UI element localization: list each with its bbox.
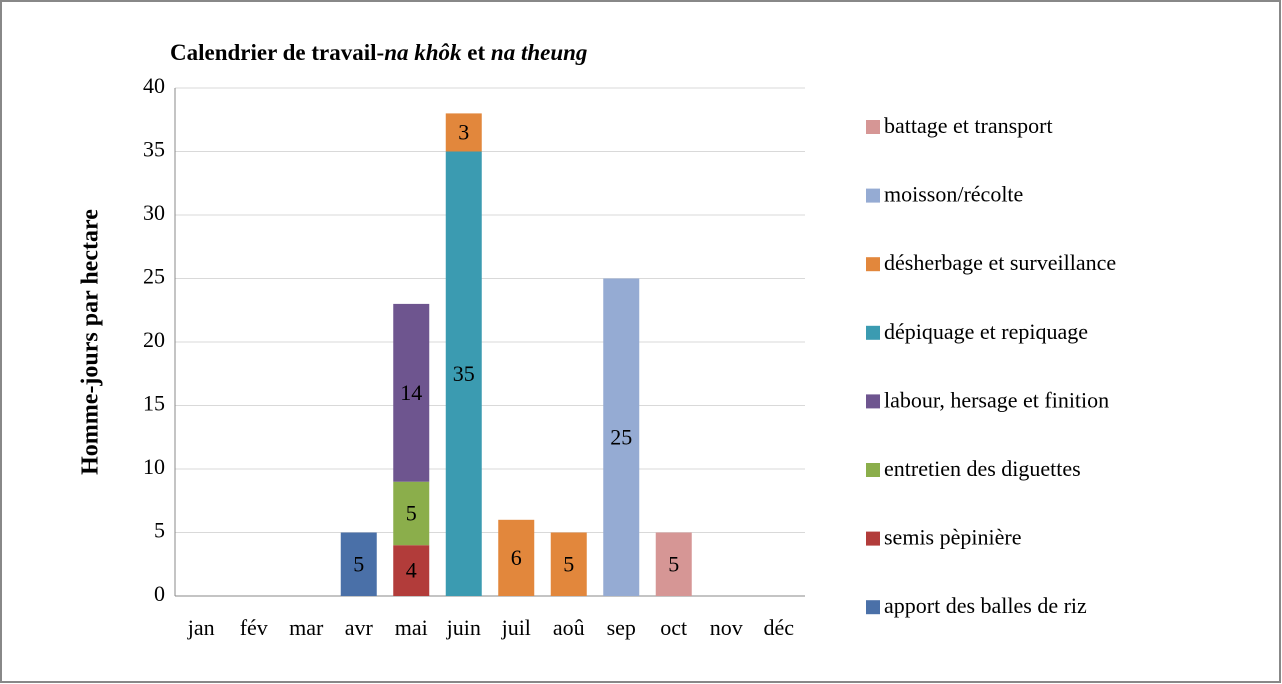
y-tick-label: 20 xyxy=(143,327,165,352)
data-label: 14 xyxy=(400,380,422,405)
legend-label: semis pèpinière xyxy=(884,525,1021,550)
title-part: na khôk xyxy=(384,40,462,65)
title-part: et xyxy=(462,40,491,65)
legend-swatch xyxy=(866,463,880,477)
y-axis-label: Homme-jours par hectare xyxy=(78,209,104,475)
x-tick-label: sep xyxy=(607,615,636,640)
y-tick-label: 25 xyxy=(143,264,165,289)
legend-label: moisson/récolte xyxy=(884,182,1023,207)
data-label: 4 xyxy=(406,558,417,583)
bar-segment xyxy=(393,481,430,546)
legend-swatch xyxy=(866,120,880,134)
x-tick-label: avr xyxy=(345,615,374,640)
legend-label: battage et transport xyxy=(884,113,1053,138)
x-tick-label: juil xyxy=(501,615,531,640)
y-tick-label: 5 xyxy=(154,518,165,543)
legend-label: entretien des diguettes xyxy=(884,456,1081,481)
data-label: 25 xyxy=(610,424,632,449)
title-part: na theung xyxy=(491,40,588,65)
y-tick-label: 10 xyxy=(143,454,165,479)
y-tick-label: 0 xyxy=(154,581,165,606)
y-tick-label: 40 xyxy=(143,73,165,98)
x-tick-label: déc xyxy=(763,615,794,640)
data-label: 6 xyxy=(511,545,522,570)
data-label: 35 xyxy=(453,361,475,386)
legend-swatch xyxy=(866,325,880,340)
bar-segment xyxy=(340,532,377,596)
x-tick-label: aoû xyxy=(553,615,585,640)
bar-segment xyxy=(445,151,482,596)
legend-swatch xyxy=(866,394,880,409)
legend-swatch xyxy=(866,257,880,272)
legend-label: dépiquage et repiquage xyxy=(884,319,1088,344)
legend-swatch xyxy=(866,600,880,615)
y-tick-label: 15 xyxy=(143,391,165,416)
bar-segment xyxy=(393,303,430,482)
bar-segment xyxy=(393,545,430,596)
bar-segment xyxy=(550,532,587,596)
legend-swatch xyxy=(866,531,880,546)
bar-segment xyxy=(603,278,640,596)
x-tick-label: oct xyxy=(660,615,687,640)
y-tick-label: 35 xyxy=(143,137,165,162)
bar-segment xyxy=(445,113,482,152)
data-label: 5 xyxy=(406,500,417,525)
title-part: Calendrier de travail- xyxy=(170,40,384,65)
legend-label: labour, hersage et finition xyxy=(884,387,1109,412)
x-tick-label: nov xyxy=(710,615,743,640)
data-label: 5 xyxy=(353,551,364,576)
y-tick-label: 30 xyxy=(143,200,165,225)
x-tick-label: mai xyxy=(395,615,428,640)
x-tick-label: juin xyxy=(446,615,481,640)
data-label: 5 xyxy=(563,551,574,576)
x-tick-label: fév xyxy=(240,615,268,640)
x-tick-label: jan xyxy=(187,615,215,640)
bar-segment xyxy=(498,519,535,596)
chart-title: Calendrier de travail-na khôk et na theu… xyxy=(170,40,587,65)
legend-label: apport des balles de riz xyxy=(884,593,1087,618)
legend-label: désherbage et surveillance xyxy=(884,250,1116,275)
x-tick-label: mar xyxy=(289,615,324,640)
legend-swatch xyxy=(866,188,880,203)
data-label: 5 xyxy=(668,551,679,576)
data-label: 3 xyxy=(458,119,469,144)
bar-segment xyxy=(655,532,692,596)
